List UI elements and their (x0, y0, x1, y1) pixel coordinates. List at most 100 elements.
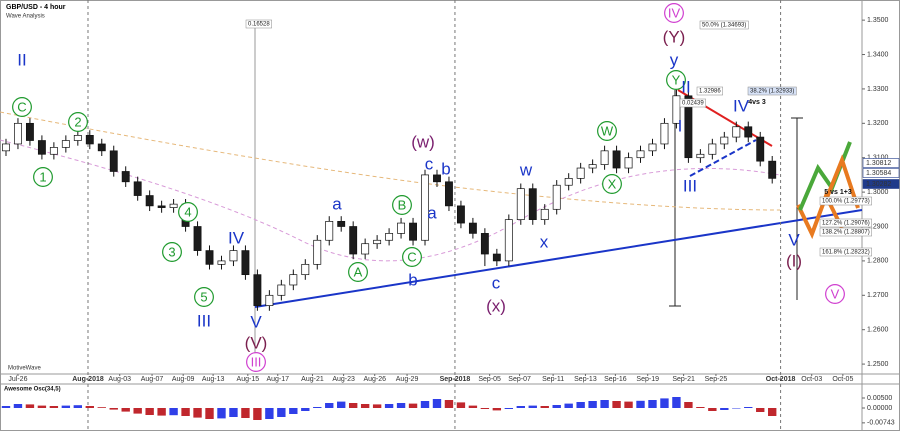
candle-body (2, 143, 10, 152)
candle-body (337, 220, 346, 227)
oscillator-bar (408, 403, 418, 408)
wave-label: IV (668, 5, 681, 20)
candle-body (480, 233, 489, 255)
wave-label: B (398, 197, 407, 212)
candle-body (229, 250, 238, 262)
fib-label-box (245, 19, 272, 29)
candle-body (720, 136, 729, 145)
trend-line (689, 139, 757, 177)
x-tick-label: Aug-03 (108, 376, 131, 383)
candle-body (301, 263, 310, 276)
fib-label: 0.16528 (248, 22, 270, 28)
wave-label: (V) (245, 333, 268, 352)
wave-label: 3 (168, 244, 175, 259)
x-tick-label: Aug-13 (202, 376, 225, 383)
oscillator-bar (289, 408, 298, 414)
candle-body (73, 135, 82, 141)
candle-body (277, 284, 286, 296)
oscillator-bar (325, 403, 334, 408)
x-tick-label: Oct-2018 (766, 376, 796, 383)
oscillator-bar (492, 408, 502, 411)
candle-body (504, 219, 513, 262)
candle-body (445, 181, 453, 207)
y-tick-label: 1.3000 (867, 189, 889, 196)
x-tick-label: Aug-21 (301, 376, 324, 383)
y-tick-label: 1.2600 (867, 327, 889, 334)
candle-body (85, 135, 94, 145)
x-tick-label: Oct-05 (832, 376, 853, 383)
candle-body (744, 126, 753, 138)
oscillator-bar (480, 408, 490, 409)
oscillator-bar (552, 405, 561, 408)
oscillator-bar (744, 407, 753, 408)
y-tick-label: 1.2700 (867, 292, 889, 299)
wave-label: x (540, 232, 549, 251)
wave-circle (825, 284, 845, 304)
candle-body (456, 205, 465, 224)
oscillator-bar (372, 404, 382, 408)
fib-label: 100.0% (1.29773) (822, 199, 870, 205)
oscillator-bar (241, 408, 250, 418)
price-label-box (862, 179, 900, 189)
oscillator-bar (420, 401, 430, 408)
wave-label: II (17, 50, 26, 69)
oscillator-bar (49, 406, 59, 408)
candle-body (133, 181, 142, 196)
oscillator-bar (756, 408, 765, 412)
fib-label: 138.2% (1.28807) (822, 230, 870, 236)
candle-body (648, 143, 657, 152)
wave-circle (602, 174, 622, 194)
price-label: 1.30282 (866, 181, 891, 188)
oscillator-bar (672, 397, 681, 408)
y2-tick-label: 0.00000 (867, 405, 892, 412)
oscillator-bar (109, 408, 118, 410)
wave-circle (68, 112, 88, 132)
oscillator-bar (337, 401, 346, 408)
oscillator-bar (169, 408, 178, 416)
fib-label: 50.0% (1.34693) (702, 23, 746, 29)
oscillator-bar (37, 405, 47, 408)
x-tick-label: Sep-13 (574, 376, 597, 383)
oscillator-bar (732, 408, 741, 409)
oscillator-bar (313, 407, 322, 408)
oscillator-bar (253, 408, 262, 420)
candle-body (409, 222, 417, 241)
fib-label-box (696, 86, 723, 96)
fib-label-box (819, 227, 872, 237)
candle-body (121, 171, 130, 183)
fib-label-box (699, 20, 749, 30)
y2-tick-label: 0.00500 (867, 395, 892, 402)
wave-label: w (519, 160, 533, 179)
wave-label: I (678, 116, 683, 135)
wave-circle (392, 195, 412, 215)
candle-body (492, 253, 501, 262)
oscillator-bar (708, 408, 717, 411)
candle-body (145, 195, 154, 207)
candle-body (14, 122, 22, 145)
fib-label-box (819, 247, 872, 257)
x-tick-label: Sep-05 (478, 376, 501, 383)
wave-circle (664, 3, 684, 23)
candle-body (528, 188, 537, 220)
candle-body (97, 143, 106, 152)
candle-body (576, 167, 585, 179)
x-tick-label: Aug-2018 (72, 376, 104, 383)
oscillator-bar (360, 404, 370, 408)
oscillator-bar (684, 402, 693, 408)
oscillator-bar (660, 398, 669, 408)
oscillator-bar (265, 408, 274, 419)
oscillator-bar (696, 407, 705, 408)
oscillator-bar (73, 405, 83, 408)
x-tick-label: Sep-21 (672, 376, 695, 383)
candle-body (756, 136, 765, 162)
oscillator-bar (504, 408, 514, 409)
wave-label: (Y) (663, 27, 686, 46)
oscillator-bar (468, 405, 478, 408)
candle-body (313, 239, 322, 265)
candle-body (253, 274, 262, 306)
oscillator-bar (528, 405, 537, 408)
wave-label: (x) (486, 296, 506, 315)
x-tick-label: Sep-25 (705, 376, 728, 383)
wave-circle (666, 70, 686, 90)
